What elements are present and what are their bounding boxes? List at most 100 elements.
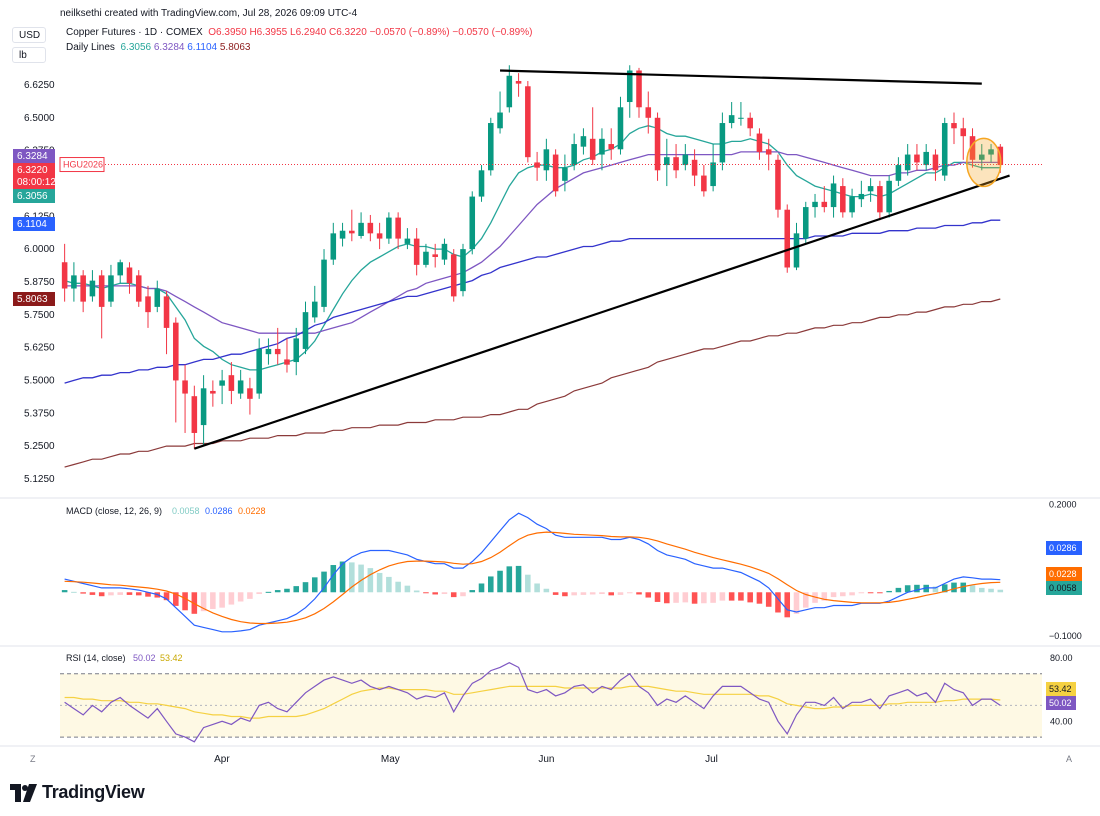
candle-body — [941, 123, 948, 176]
macd-tick-label: −0.1000 — [1049, 631, 1082, 641]
macd-histogram-bar — [135, 592, 142, 596]
candle-body — [784, 209, 791, 268]
candle-body — [61, 262, 68, 289]
candle-body — [478, 170, 485, 197]
macd-histogram-bar — [395, 581, 401, 593]
macd-histogram-bar — [747, 592, 753, 603]
candle-body — [311, 301, 318, 318]
macd-histogram-bar — [469, 590, 476, 593]
macd-histogram-bar — [478, 583, 485, 593]
candle-body — [867, 186, 874, 192]
ohlc-low: L6.2940 — [290, 27, 327, 38]
macd-histogram-bar — [886, 590, 892, 593]
macd-histogram-bar — [821, 592, 828, 601]
symbol-tag: HGU2026 — [63, 160, 103, 170]
macd-histogram-bar — [775, 592, 781, 613]
price-tick-label: 6.1250 — [24, 211, 55, 222]
zoom-toggle[interactable]: Z — [30, 754, 36, 764]
macd-histogram-bar — [117, 592, 123, 595]
macd-histogram-bar — [321, 571, 327, 593]
price-tick-label: 5.5000 — [24, 375, 55, 386]
time-axis-label: Jul — [705, 754, 718, 765]
rsi-badge-box — [1046, 682, 1076, 696]
price-badge-label: 08:00:12 — [17, 177, 56, 188]
candle-body — [413, 238, 420, 265]
macd-histogram-bar — [376, 572, 383, 593]
candle-body — [71, 275, 77, 289]
daily-lines-legend[interactable]: Daily Lines 6.3056 6.3284 6.1104 5.8063 — [66, 42, 250, 53]
candle-body — [293, 338, 300, 363]
macd-histogram-bar — [738, 592, 744, 601]
macd-badge-box — [1046, 541, 1082, 555]
macd-histogram-bar — [200, 592, 207, 612]
candle-body — [404, 238, 411, 244]
candle-body — [126, 267, 133, 284]
credit-line: neilksethi created with TradingView.com,… — [60, 8, 358, 19]
macd-histogram-bar — [423, 592, 429, 594]
macd-histogram-bar — [997, 589, 1004, 593]
macd-histogram-bar — [80, 592, 86, 594]
macd-value: 0.0286 — [205, 506, 233, 516]
time-axis-label: Apr — [214, 754, 230, 765]
auto-scale-toggle[interactable]: A — [1066, 754, 1073, 764]
candle-body — [367, 222, 374, 234]
tradingview-logo: TradingView — [10, 782, 145, 803]
macd-histogram-bar — [830, 592, 837, 598]
candle-body — [488, 123, 494, 171]
macd-badge-box — [1046, 567, 1082, 581]
macd-histogram-bar — [339, 561, 346, 593]
macd-histogram-bar — [228, 592, 235, 605]
price-tick-label: 5.1250 — [24, 474, 55, 485]
candle-body — [904, 154, 911, 171]
candle-body — [969, 136, 976, 160]
macd-histogram-bar — [126, 592, 133, 595]
macd-badge-label: 0.0058 — [1049, 583, 1077, 593]
rsi-line — [64, 662, 1001, 743]
rsi-tick-label: 40.00 — [1050, 716, 1073, 726]
macd-hist-value: 0.0058 — [172, 506, 200, 516]
unit-button[interactable]: lb — [12, 47, 46, 63]
candle-body — [284, 359, 290, 365]
macd-histogram-bar — [108, 592, 114, 596]
candle-body — [432, 254, 438, 257]
macd-histogram-bar — [691, 592, 698, 604]
candle-body — [349, 230, 355, 234]
ohlc-close: C6.3220 — [328, 27, 367, 38]
rsi-tick-label: 80.00 — [1050, 653, 1073, 663]
symbol-line: Copper Futures · 1D · COMEX O6.3950 H6.3… — [66, 27, 532, 38]
candle-body — [664, 157, 670, 166]
candle-body — [247, 388, 253, 399]
candle-body — [571, 144, 577, 166]
candle-body — [691, 159, 698, 176]
price-badge-box — [13, 149, 55, 163]
macd-histogram-bar — [367, 568, 374, 593]
moving-average-line-1 — [64, 125, 1001, 371]
macd-histogram-bar — [413, 590, 420, 593]
macd-histogram-bar — [701, 592, 707, 604]
candle-body — [849, 196, 855, 213]
candle-body — [154, 288, 161, 307]
candle-body — [747, 117, 753, 129]
macd-histogram-bar — [673, 592, 679, 603]
candle-body — [580, 136, 587, 147]
macd-signal-value: 0.0228 — [238, 506, 266, 516]
ohlc-change: −0.0570 (−0.89%) — [369, 27, 450, 38]
candle-body — [877, 186, 883, 213]
macd-histogram-bar — [988, 588, 994, 593]
macd-histogram-bar — [941, 584, 948, 593]
macd-badge-box — [1046, 581, 1082, 595]
macd-histogram-bar — [441, 592, 448, 595]
macd-histogram-bar — [877, 592, 883, 594]
currency-button[interactable]: USD — [12, 27, 46, 43]
price-badge-box — [13, 217, 55, 231]
price-tick-label: 5.8750 — [24, 277, 55, 288]
candle-body — [228, 375, 235, 391]
candle-body — [608, 144, 614, 150]
candle-body — [599, 138, 605, 155]
candle-body — [886, 180, 892, 213]
macd-histogram-bar — [219, 592, 225, 608]
macd-histogram-bar — [488, 576, 494, 593]
ohlc-high: H6.3955 — [249, 27, 288, 38]
candle-body — [173, 322, 179, 381]
